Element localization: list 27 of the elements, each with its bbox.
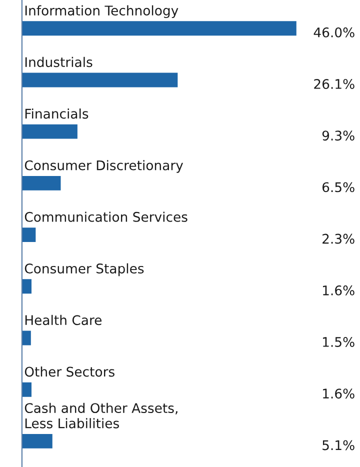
y-tick-label: Information Technology: [25, 5, 178, 18]
bar: [22, 279, 32, 294]
data-label: 26.1%: [314, 78, 354, 89]
data-label: 6.5%: [322, 182, 354, 192]
bar: [22, 176, 61, 190]
y-tick-label: Financials: [25, 108, 88, 119]
data-label: 1.6%: [323, 388, 354, 399]
y-tick-label: Industrials: [25, 56, 92, 68]
bar: [22, 382, 32, 397]
y-tick-label: Other Sectors: [24, 366, 114, 377]
y-tick-label: Consumer Staples: [24, 263, 144, 276]
y-tick-label: Consumer Discretionary: [24, 160, 184, 173]
data-label: 46.0%: [314, 27, 354, 38]
y-tick-label: Communication Services: [24, 212, 188, 222]
y-tick-label: Cash and Other Assets, Less Liabilities: [24, 402, 178, 428]
data-label: 1.5%: [323, 337, 354, 347]
bar: [22, 434, 52, 448]
bar: [22, 21, 296, 36]
bar: [22, 72, 178, 88]
data-label: 1.6%: [323, 285, 354, 296]
data-label: 9.3%: [322, 130, 354, 141]
data-label: 2.3%: [322, 234, 354, 244]
y-tick-label: Health Care: [25, 314, 102, 326]
bar: [22, 124, 78, 139]
bar: [22, 330, 31, 346]
bar: [22, 228, 36, 242]
data-label: 5.1%: [322, 440, 354, 450]
